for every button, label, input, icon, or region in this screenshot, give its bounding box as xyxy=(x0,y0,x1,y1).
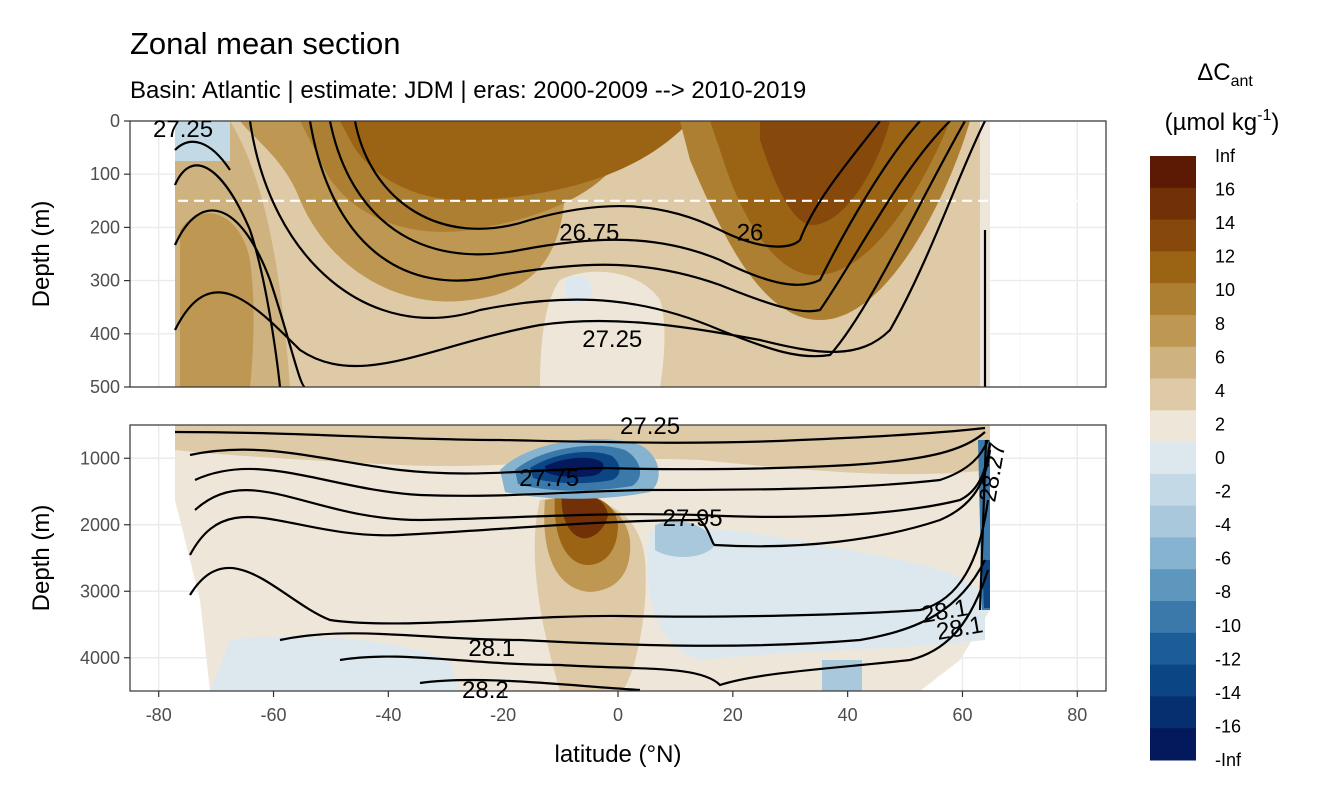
contour-label: 26 xyxy=(737,220,764,247)
y-tick-label: 3000 xyxy=(80,581,120,601)
y-tick-label: 2000 xyxy=(80,515,120,535)
field-top-warm-f xyxy=(760,121,890,226)
contour-label: 28.1 xyxy=(468,635,515,662)
x-tick-label: -60 xyxy=(261,705,287,725)
legend-label: -16 xyxy=(1215,716,1241,736)
field-top-warm-c xyxy=(340,121,690,201)
legend-title: ΔCant xyxy=(1197,59,1253,90)
legend-swatch xyxy=(1150,378,1196,411)
y-tick-label: 1000 xyxy=(80,448,120,468)
x-tick-label: 60 xyxy=(952,705,972,725)
legend-swatch xyxy=(1150,664,1196,697)
contour-label: 27.95 xyxy=(663,505,723,532)
edge-contour-label: 27.25 xyxy=(620,413,680,440)
legend-label: -6 xyxy=(1215,549,1231,569)
contour-labels: 26 26.75 27.25 27.75 27.95 28.1 xyxy=(468,220,763,662)
upper-y-ticks: 0 100 200 300 400 500 xyxy=(90,111,130,397)
field-top-cool xyxy=(565,275,592,304)
y-tick-label: 100 xyxy=(90,164,120,184)
legend-swatch xyxy=(1150,156,1196,189)
lower-y-ticks: 1000 2000 3000 4000 xyxy=(80,448,130,668)
edge-contour-label: 27.25 xyxy=(153,116,213,143)
legend-swatch xyxy=(1150,314,1196,348)
legend-swatch xyxy=(1150,505,1196,538)
legend-units: (µmol kg-1) xyxy=(1165,107,1280,136)
legend-units-open: (µmol kg xyxy=(1165,109,1258,136)
legend-label: 10 xyxy=(1215,280,1235,300)
lower-y-axis-title: Depth (m) xyxy=(28,505,55,612)
legend-label: 14 xyxy=(1215,213,1235,233)
legend-swatch xyxy=(1150,632,1196,666)
legend-swatch xyxy=(1150,283,1196,316)
legend-label: 0 xyxy=(1215,448,1225,468)
legend-swatch xyxy=(1150,696,1196,729)
contour-label: 26.75 xyxy=(559,220,619,247)
field-bot-cool-deep xyxy=(210,636,460,691)
legend-label: 4 xyxy=(1215,381,1225,401)
field-top-warm-g xyxy=(180,213,254,387)
legend-title-sub: ant xyxy=(1231,73,1254,90)
x-axis-title: latitude (°N) xyxy=(555,741,682,768)
x-tick-label: 0 xyxy=(613,705,623,725)
edge-contour-label: 28.2 xyxy=(462,677,509,704)
field-bot-cool-east xyxy=(647,527,985,660)
contour-label: 27.75 xyxy=(519,465,579,492)
field-bot-cool-patch xyxy=(655,521,715,557)
legend-label: 16 xyxy=(1215,180,1235,200)
x-tick-label: 40 xyxy=(838,705,858,725)
legend-label: -8 xyxy=(1215,582,1231,602)
upper-isopycnals xyxy=(173,121,987,387)
chart-subtitle: Basin: Atlantic | estimate: JDM | eras: … xyxy=(130,77,806,104)
legend-units-sup: -1 xyxy=(1257,107,1271,124)
legend-swatches xyxy=(1150,156,1196,761)
y-tick-label: 0 xyxy=(110,111,120,131)
field-bot-cool-core-d xyxy=(545,457,604,477)
legend-swatch xyxy=(1150,601,1196,634)
legend-label: 6 xyxy=(1215,347,1225,367)
legend-label: -4 xyxy=(1215,515,1231,535)
chart-title: Zonal mean section xyxy=(130,26,401,61)
legend-swatch xyxy=(1150,346,1196,380)
legend-label: 2 xyxy=(1215,414,1225,434)
legend-label: 12 xyxy=(1215,247,1235,267)
y-tick-label: 500 xyxy=(90,377,120,397)
legend-swatch xyxy=(1150,251,1196,284)
legend-swatch xyxy=(1150,442,1196,475)
contour-label: 27.25 xyxy=(582,326,642,353)
x-tick-label: -80 xyxy=(146,705,172,725)
legend-label: -14 xyxy=(1215,683,1241,703)
y-tick-label: 400 xyxy=(90,324,120,344)
lower-panel: 1000 2000 3000 4000 xyxy=(80,424,1107,692)
upper-panel: 0 100 200 300 400 500 xyxy=(90,111,1107,397)
x-axis: -80 -60 -40 -20 0 20 40 60 80 xyxy=(146,691,1087,725)
legend-units-close: ) xyxy=(1271,109,1279,136)
upper-y-axis-title: Depth (m) xyxy=(28,201,55,308)
legend-swatch xyxy=(1150,473,1196,507)
legend-label: Inf xyxy=(1215,146,1236,166)
legend-label: -10 xyxy=(1215,616,1241,636)
legend-label: -Inf xyxy=(1215,750,1242,770)
x-tick-label: 20 xyxy=(723,705,743,725)
x-tick-label: 80 xyxy=(1067,705,1087,725)
y-tick-label: 200 xyxy=(90,217,120,237)
y-tick-label: 300 xyxy=(90,271,120,291)
legend-swatch xyxy=(1150,537,1196,570)
x-tick-label: -40 xyxy=(375,705,401,725)
legend-label: -12 xyxy=(1215,649,1241,669)
legend-label: 8 xyxy=(1215,314,1225,334)
legend-title-main: ΔC xyxy=(1197,59,1230,86)
legend-label: -2 xyxy=(1215,482,1231,502)
legend-swatch xyxy=(1150,187,1196,221)
legend-swatch xyxy=(1150,219,1196,252)
legend: ΔCant (µmol kg-1) Inf 16 14 12 10 8 6 4 2 0 -2 -4 -6… xyxy=(1150,59,1279,770)
legend-swatch xyxy=(1150,569,1196,602)
field-top-polar xyxy=(175,121,230,161)
legend-labels: Inf 16 14 12 10 8 6 4 2 0 -2 -4 -6 -8 -10 -12 -14 -16 -Inf xyxy=(1215,146,1242,770)
y-tick-label: 4000 xyxy=(80,648,120,668)
x-tick-label: -20 xyxy=(490,705,516,725)
legend-swatch xyxy=(1150,728,1196,761)
legend-swatch xyxy=(1150,410,1196,443)
lower-isopycnals xyxy=(174,426,992,691)
